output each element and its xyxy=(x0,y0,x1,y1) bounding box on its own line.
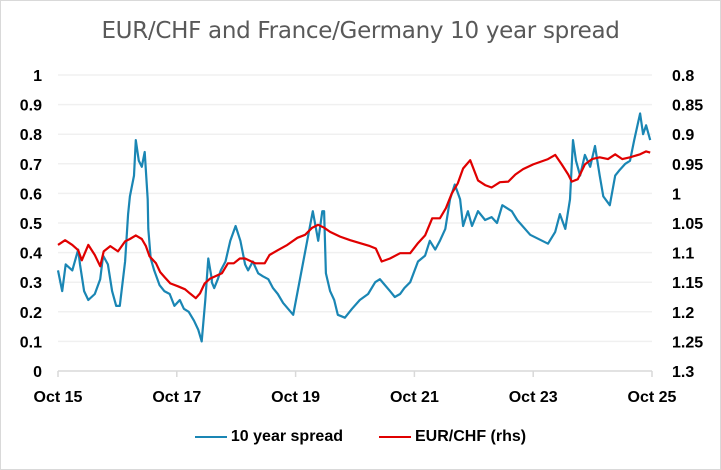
right-y-tick-label: 1.2 xyxy=(672,305,694,322)
x-tick-label: Oct 23 xyxy=(509,389,558,406)
x-tick-label: Oct 21 xyxy=(390,389,439,406)
right-y-tick-label: 0.85 xyxy=(672,98,703,115)
right-y-tick-label: 1.05 xyxy=(672,216,703,233)
left-y-tick-label: 0.5 xyxy=(20,216,42,233)
right-y-tick-label: 1.1 xyxy=(672,246,694,263)
x-tick-label: Oct 19 xyxy=(271,389,320,406)
left-y-tick-label: 0.6 xyxy=(20,186,42,203)
legend-label-eurchf: EUR/CHF (rhs) xyxy=(414,428,527,445)
line-chart: Oct 15 Oct 17 Oct 19 Oct 21 Oct 23 Oct 25 0 0.… xyxy=(20,68,703,406)
right-y-axis: 0.8 0.85 0.9 0.95 1 1.05 1.1 1.15 1.2 1.25 1.3 xyxy=(672,68,703,381)
left-y-tick-label: 0.2 xyxy=(20,305,42,322)
right-y-tick-label: 1.15 xyxy=(672,275,703,292)
x-tick-label: Oct 15 xyxy=(34,389,83,406)
right-y-tick-label: 0.8 xyxy=(672,68,694,85)
legend-item-eurchf: EUR/CHF (rhs) xyxy=(378,428,527,446)
x-axis: Oct 15 Oct 17 Oct 19 Oct 21 Oct 23 Oct 25 xyxy=(34,370,677,406)
legend-label-spread: 10 year spread xyxy=(230,428,343,445)
left-y-tick-label: 0.3 xyxy=(20,275,42,292)
left-y-tick-label: 1 xyxy=(33,68,42,85)
right-y-tick-label: 1.3 xyxy=(672,364,694,381)
series-lines xyxy=(56,112,652,343)
legend-swatch-spread xyxy=(194,436,227,438)
left-y-tick-label: 0.1 xyxy=(20,334,42,351)
right-y-tick-label: 0.9 xyxy=(672,127,694,144)
left-y-tick-label: 0.8 xyxy=(20,127,42,144)
legend-swatch-eurchf xyxy=(378,436,411,438)
series-line-10-year-spread xyxy=(56,112,652,343)
left-y-axis: 0 0.1 0.2 0.3 0.4 0.5 0.6 0.7 0.8 0.9 1 xyxy=(20,68,42,381)
right-y-tick-label: 1 xyxy=(672,186,681,203)
chart-title: EUR/CHF and France/Germany 10 year sprea… xyxy=(101,18,620,44)
left-y-tick-label: 0 xyxy=(33,364,42,381)
x-tick-label: Oct 17 xyxy=(152,389,201,406)
left-y-tick-label: 0.4 xyxy=(20,246,42,263)
right-y-tick-label: 1.25 xyxy=(672,334,703,351)
right-y-tick-label: 0.95 xyxy=(672,157,703,174)
legend-item-spread: 10 year spread xyxy=(194,428,343,446)
left-y-tick-label: 0.9 xyxy=(20,98,42,115)
series-line-eurchf xyxy=(57,150,651,300)
gridlines xyxy=(58,74,652,343)
legend: 10 year spread EUR/CHF (rhs) xyxy=(0,428,721,446)
x-tick-label: Oct 25 xyxy=(628,389,677,406)
left-y-tick-label: 0.7 xyxy=(20,157,42,174)
